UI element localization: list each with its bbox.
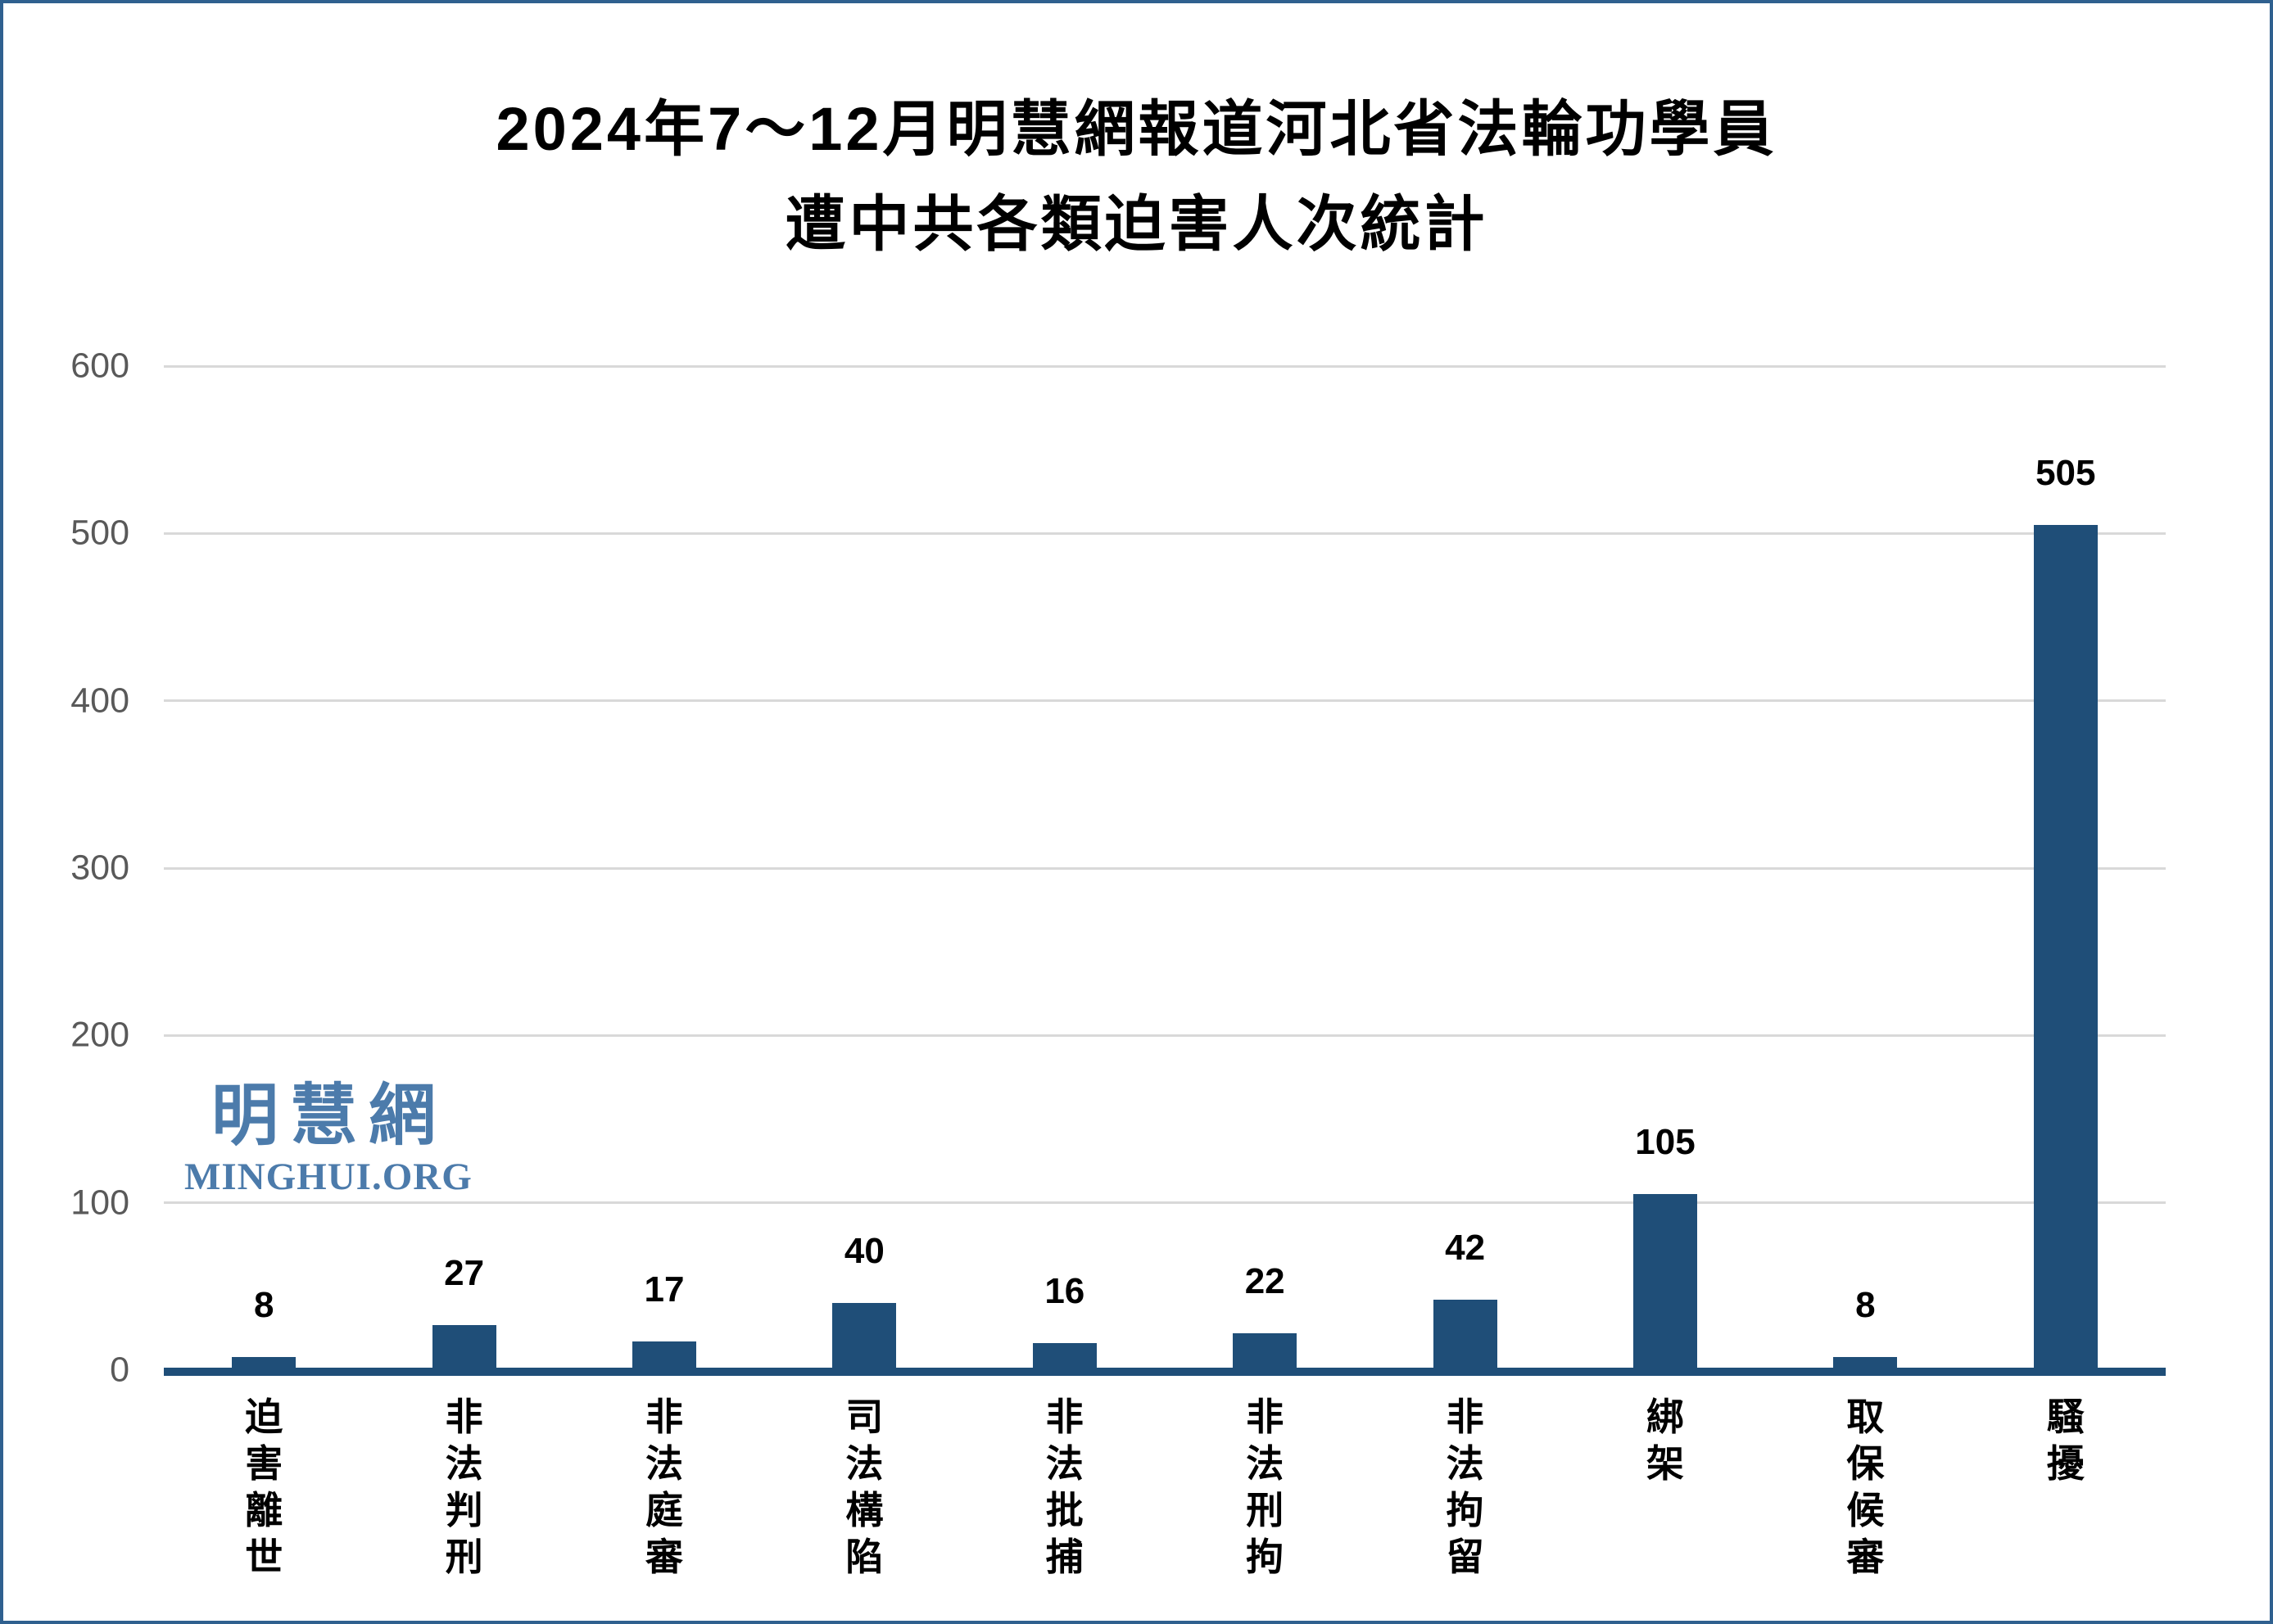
x-axis-label-char: 刑 xyxy=(445,1536,483,1578)
bar-value-label-6: 22 xyxy=(1244,1261,1285,1302)
bar-4 xyxy=(832,1303,897,1376)
x-axis-label-char: 構 xyxy=(845,1489,884,1531)
x-axis-label-char: 取 xyxy=(1846,1396,1885,1438)
x-axis-label-7: 非法拘留 xyxy=(1447,1394,1484,1581)
x-axis-label-6: 非法刑拘 xyxy=(1246,1394,1284,1581)
x-axis-label-char: 法 xyxy=(845,1442,884,1485)
x-axis-label-char: 法 xyxy=(1246,1442,1284,1485)
x-axis-label-char: 法 xyxy=(445,1442,483,1485)
x-axis-label-3: 非法庭審 xyxy=(645,1394,683,1581)
x-axis-label-char: 庭 xyxy=(645,1489,683,1531)
x-axis-label-10: 騷擾 xyxy=(2047,1394,2085,1487)
minghui-watermark: 明慧網 MINGHUI.ORG xyxy=(184,1079,473,1198)
x-axis-label-char: 審 xyxy=(1846,1536,1885,1578)
x-axis-label-char: 非 xyxy=(645,1396,683,1438)
x-axis-label-char: 騷 xyxy=(2046,1396,2085,1438)
x-axis-label-char: 保 xyxy=(1846,1442,1885,1485)
gridline-600 xyxy=(164,364,2166,368)
x-axis-label-char: 候 xyxy=(1846,1489,1885,1531)
x-axis-label-char: 捕 xyxy=(1045,1536,1084,1578)
x-axis-label-char: 擾 xyxy=(2046,1442,2085,1485)
x-axis-label-char: 留 xyxy=(1446,1536,1484,1578)
x-axis-label-8: 綁架 xyxy=(1646,1394,1684,1487)
x-axis-label-char: 離 xyxy=(245,1489,283,1531)
y-axis-label-200: 200 xyxy=(70,1015,129,1055)
x-axis-label-char: 害 xyxy=(245,1442,283,1485)
gridline-400 xyxy=(164,699,2166,703)
gridline-100 xyxy=(164,1201,2166,1205)
y-axis-label-100: 100 xyxy=(70,1183,129,1223)
y-axis-label-0: 0 xyxy=(110,1350,129,1390)
x-axis-label-char: 綁 xyxy=(1646,1396,1684,1438)
watermark-site-name: MINGHUI.ORG xyxy=(184,1156,473,1198)
x-axis-label-char: 司 xyxy=(845,1396,884,1438)
gridline-200 xyxy=(164,1034,2166,1037)
x-axis-label-char: 非 xyxy=(1246,1396,1284,1438)
x-axis-label-char: 陷 xyxy=(845,1536,884,1578)
x-axis-label-5: 非法批捕 xyxy=(1046,1394,1084,1581)
y-axis-label-300: 300 xyxy=(70,848,129,888)
bar-8 xyxy=(1633,1194,1697,1376)
bar-value-label-7: 42 xyxy=(1445,1228,1486,1269)
bar-10 xyxy=(2033,525,2098,1376)
x-axis-label-char: 世 xyxy=(245,1536,283,1578)
x-axis-label-char: 法 xyxy=(1446,1442,1484,1485)
gridline-500 xyxy=(164,532,2166,535)
x-axis-label-9: 取保候審 xyxy=(1846,1394,1884,1581)
watermark-chinese-logo: 明慧網 xyxy=(211,1079,447,1153)
x-axis-label-char: 刑 xyxy=(1246,1489,1284,1531)
x-axis-label-2: 非法判刑 xyxy=(446,1394,483,1581)
bar-value-label-10: 505 xyxy=(2035,453,2096,494)
bar-7 xyxy=(1433,1300,1497,1376)
x-axis-label-char: 非 xyxy=(1446,1396,1484,1438)
x-axis-label-1: 迫害離世 xyxy=(245,1394,283,1581)
x-axis-label-char: 非 xyxy=(1045,1396,1084,1438)
x-axis-label-char: 法 xyxy=(645,1442,683,1485)
y-axis-label-600: 600 xyxy=(70,346,129,386)
x-axis-label-char: 非 xyxy=(445,1396,483,1438)
x-axis-label-char: 法 xyxy=(1045,1442,1084,1485)
x-axis-label-char: 迫 xyxy=(245,1396,283,1438)
bar-value-label-3: 17 xyxy=(644,1269,685,1310)
y-axis-label-500: 500 xyxy=(70,513,129,553)
bar-value-label-1: 8 xyxy=(253,1284,274,1325)
bar-value-label-4: 40 xyxy=(844,1231,885,1272)
bar-value-label-9: 8 xyxy=(1855,1284,1876,1325)
x-axis-baseline xyxy=(164,1368,2166,1376)
chart-title-line-2: 遭中共各類迫害人次統計 xyxy=(785,190,1488,258)
bar-2 xyxy=(432,1324,496,1376)
x-axis-label-4: 司法構陷 xyxy=(845,1394,883,1581)
bar-value-label-2: 27 xyxy=(444,1252,485,1293)
chart-title: 2024年7～12月明慧網報道河北省法輪功學員 遭中共各類迫害人次統計 xyxy=(0,82,2273,272)
x-axis-label-char: 架 xyxy=(1646,1442,1684,1485)
x-axis-label-char: 拘 xyxy=(1246,1536,1284,1578)
x-axis-label-char: 判 xyxy=(445,1489,483,1531)
bar-value-label-5: 16 xyxy=(1044,1271,1085,1312)
x-axis-label-char: 審 xyxy=(645,1536,683,1578)
bar-value-label-8: 105 xyxy=(1635,1122,1696,1163)
y-axis-label-400: 400 xyxy=(70,681,129,721)
x-axis-label-char: 批 xyxy=(1045,1489,1084,1531)
chart-title-line-1: 2024年7～12月明慧網報道河北省法輪功學員 xyxy=(496,95,1777,163)
x-axis-label-char: 拘 xyxy=(1446,1489,1484,1531)
gridline-300 xyxy=(164,866,2166,870)
